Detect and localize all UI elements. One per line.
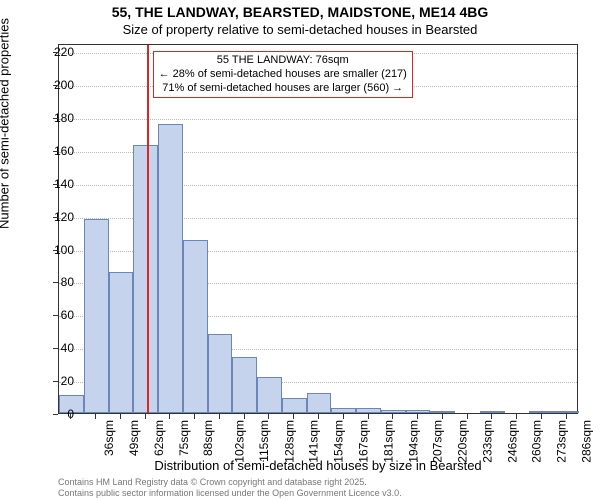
xtick-label: 62sqm — [152, 420, 166, 456]
plot-area: 55 THE LANDWAY: 76sqm← 28% of semi-detac… — [58, 44, 578, 414]
ytick-mark — [53, 184, 58, 185]
xtick-label: 233sqm — [481, 420, 495, 463]
ytick-label: 220 — [44, 45, 74, 59]
xtick-label: 36sqm — [102, 420, 116, 456]
xtick-label: 128sqm — [282, 420, 296, 463]
xtick-label: 141sqm — [307, 420, 321, 463]
xtick-label: 260sqm — [530, 420, 544, 463]
xtick-mark — [467, 414, 468, 419]
xtick-mark — [541, 414, 542, 419]
ytick-mark — [53, 151, 58, 152]
ytick-mark — [53, 217, 58, 218]
xtick-label: 273sqm — [555, 420, 569, 463]
ytick-mark — [53, 414, 58, 415]
ytick-label: 60 — [44, 308, 74, 322]
histogram-bar — [158, 124, 183, 413]
xtick-mark — [491, 414, 492, 419]
histogram-bar — [307, 393, 332, 413]
annotation-line2: ← 28% of semi-detached houses are smalle… — [159, 68, 407, 82]
ytick-label: 100 — [44, 243, 74, 257]
ytick-mark — [53, 315, 58, 316]
histogram-bar — [208, 334, 233, 413]
xtick-mark — [392, 414, 393, 419]
attribution-line1: Contains HM Land Registry data © Crown c… — [58, 477, 402, 487]
xtick-mark — [318, 414, 319, 419]
ytick-label: 180 — [44, 111, 74, 125]
annotation-line3: 71% of semi-detached houses are larger (… — [159, 82, 407, 96]
histogram-bar — [554, 411, 579, 413]
ytick-mark — [53, 250, 58, 251]
attribution-line2: Contains public sector information licen… — [58, 488, 402, 498]
xtick-mark — [169, 414, 170, 419]
histogram-bar — [183, 240, 208, 413]
gridline-h — [59, 119, 577, 120]
ytick-mark — [53, 52, 58, 53]
chart-container: 55, THE LANDWAY, BEARSTED, MAIDSTONE, ME… — [0, 0, 600, 500]
xtick-label: 220sqm — [456, 420, 470, 463]
xtick-label: 286sqm — [580, 420, 594, 463]
xtick-label: 246sqm — [505, 420, 519, 463]
xtick-mark — [343, 414, 344, 419]
histogram-bar — [109, 272, 134, 413]
xtick-mark — [566, 414, 567, 419]
chart-subtitle: Size of property relative to semi-detach… — [0, 22, 600, 37]
annotation-box: 55 THE LANDWAY: 76sqm← 28% of semi-detac… — [153, 51, 413, 98]
ytick-mark — [53, 118, 58, 119]
histogram-bar — [406, 410, 431, 413]
ytick-label: 80 — [44, 275, 74, 289]
ytick-mark — [53, 381, 58, 382]
histogram-bar — [257, 377, 282, 413]
xtick-mark — [95, 414, 96, 419]
ytick-mark — [53, 85, 58, 86]
xtick-mark — [516, 414, 517, 419]
ytick-label: 140 — [44, 177, 74, 191]
xtick-label: 88sqm — [201, 420, 215, 456]
ytick-label: 120 — [44, 210, 74, 224]
xtick-label: 154sqm — [332, 420, 346, 463]
xtick-mark — [70, 414, 71, 419]
histogram-bar — [282, 398, 307, 413]
xtick-label: 102sqm — [233, 420, 247, 463]
histogram-bar — [356, 408, 381, 413]
xtick-mark — [120, 414, 121, 419]
xtick-mark — [442, 414, 443, 419]
histogram-bar — [331, 408, 356, 413]
xtick-mark — [417, 414, 418, 419]
ytick-label: 20 — [44, 374, 74, 388]
ytick-mark — [53, 348, 58, 349]
histogram-bar — [430, 411, 455, 413]
histogram-bar — [232, 357, 257, 413]
histogram-bar — [381, 410, 406, 413]
xtick-label: 194sqm — [406, 420, 420, 463]
chart-title: 55, THE LANDWAY, BEARSTED, MAIDSTONE, ME… — [0, 4, 600, 20]
ytick-label: 40 — [44, 341, 74, 355]
y-axis-label: Number of semi-detached properties — [0, 18, 12, 229]
xtick-mark — [244, 414, 245, 419]
xtick-label: 49sqm — [127, 420, 141, 456]
xtick-label: 167sqm — [357, 420, 371, 463]
xtick-label: 75sqm — [177, 420, 191, 456]
xtick-mark — [268, 414, 269, 419]
xtick-label: 207sqm — [431, 420, 445, 463]
histogram-bar — [480, 411, 505, 413]
xtick-mark — [145, 414, 146, 419]
histogram-bar — [529, 411, 554, 413]
attribution: Contains HM Land Registry data © Crown c… — [58, 477, 402, 498]
ytick-label: 200 — [44, 78, 74, 92]
xtick-label: 181sqm — [381, 420, 395, 463]
ytick-mark — [53, 282, 58, 283]
ytick-label: 160 — [44, 144, 74, 158]
xtick-mark — [293, 414, 294, 419]
xtick-mark — [219, 414, 220, 419]
xtick-mark — [368, 414, 369, 419]
xtick-label: 115sqm — [257, 420, 271, 462]
reference-line — [147, 45, 149, 413]
xtick-mark — [194, 414, 195, 419]
annotation-line1: 55 THE LANDWAY: 76sqm — [159, 54, 407, 68]
histogram-bar — [84, 219, 109, 413]
